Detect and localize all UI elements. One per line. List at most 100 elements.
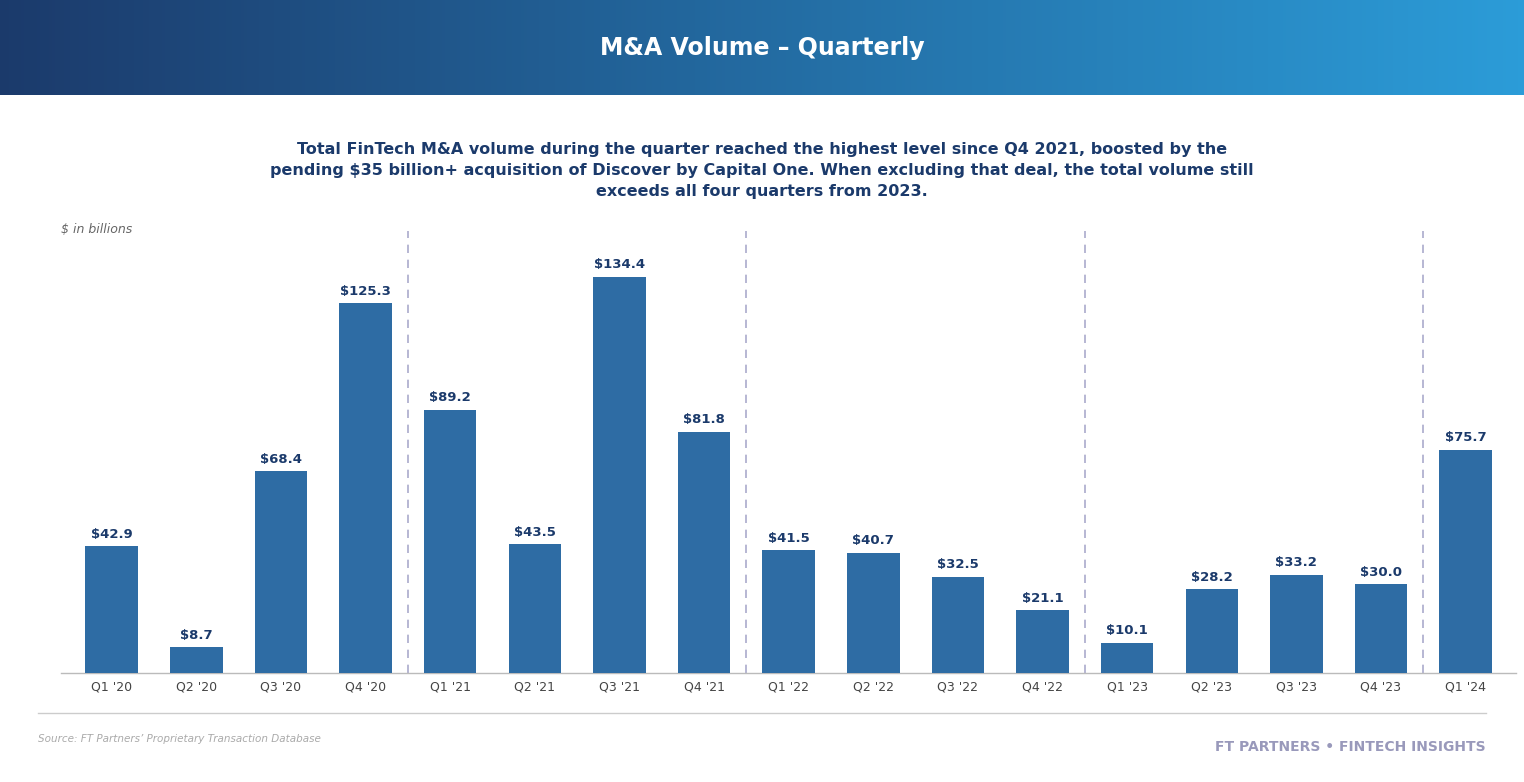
Bar [424, 410, 477, 673]
Bar [283, 0, 288, 95]
Bar [652, 0, 657, 95]
Bar [969, 0, 974, 95]
Bar [802, 0, 806, 95]
Bar [908, 0, 913, 95]
Bar [509, 0, 514, 95]
Bar [683, 0, 687, 95]
Bar [850, 0, 855, 95]
Bar [1423, 0, 1428, 95]
Bar [1439, 0, 1443, 95]
Bar [1472, 0, 1477, 95]
Bar [439, 0, 443, 95]
Bar [1173, 0, 1178, 95]
Bar [622, 0, 626, 95]
Bar [451, 0, 456, 95]
Bar [1024, 0, 1029, 95]
Bar [165, 0, 169, 95]
Bar [30, 0, 35, 95]
Bar [411, 0, 416, 95]
Bar [1475, 0, 1480, 95]
Bar [762, 0, 767, 95]
Bar [52, 0, 56, 95]
Bar [1460, 0, 1465, 95]
Bar [1292, 0, 1297, 95]
Bar [939, 0, 943, 95]
Bar [241, 0, 245, 95]
Bar [1146, 0, 1151, 95]
Bar [792, 0, 797, 95]
Bar [658, 0, 663, 95]
Bar [204, 0, 209, 95]
Bar [171, 647, 223, 673]
Bar [1375, 0, 1379, 95]
Bar [1408, 0, 1413, 95]
Bar [521, 0, 526, 95]
Bar [972, 0, 977, 95]
Bar [49, 0, 53, 95]
Bar [1100, 0, 1105, 95]
Bar [18, 0, 23, 95]
Bar [695, 0, 700, 95]
Bar [924, 0, 928, 95]
Bar [1155, 0, 1160, 95]
Bar [290, 0, 294, 95]
Bar [1195, 0, 1199, 95]
Bar [64, 0, 69, 95]
Bar [728, 0, 733, 95]
Text: $8.7: $8.7 [180, 629, 213, 641]
Bar [357, 0, 361, 95]
Bar [905, 0, 910, 95]
Bar [1088, 0, 1093, 95]
Bar [1039, 0, 1044, 95]
Bar [713, 0, 718, 95]
Bar [835, 0, 840, 95]
Bar [549, 0, 553, 95]
Bar [1021, 0, 1026, 95]
Bar [701, 0, 706, 95]
Bar [180, 0, 184, 95]
Bar [799, 0, 803, 95]
Text: $33.2: $33.2 [1276, 557, 1317, 569]
Bar [1137, 0, 1141, 95]
Bar [600, 0, 605, 95]
Bar [1512, 0, 1516, 95]
Bar [677, 0, 681, 95]
Bar [917, 0, 922, 95]
Bar [12, 0, 17, 95]
Bar [1231, 0, 1236, 95]
Bar [265, 0, 270, 95]
Bar [1106, 0, 1111, 95]
Bar [1030, 0, 1035, 95]
Bar [1140, 0, 1145, 95]
Bar [875, 0, 879, 95]
Bar [920, 0, 925, 95]
Bar [216, 0, 221, 95]
Bar [1134, 0, 1138, 95]
Bar [841, 0, 846, 95]
Bar [433, 0, 437, 95]
Bar [1332, 0, 1337, 95]
Bar [162, 0, 166, 95]
Bar [320, 0, 325, 95]
Text: $30.0: $30.0 [1359, 566, 1402, 579]
Bar [698, 0, 703, 95]
Bar [1298, 0, 1303, 95]
Bar [1295, 0, 1300, 95]
Bar [1396, 0, 1401, 95]
Bar [759, 0, 764, 95]
Bar [762, 551, 815, 673]
Bar [637, 0, 642, 95]
Bar [899, 0, 904, 95]
Bar [817, 0, 821, 95]
Bar [235, 0, 239, 95]
Bar [79, 0, 84, 95]
Bar [931, 577, 985, 673]
Text: $10.1: $10.1 [1106, 625, 1148, 637]
Bar [1265, 0, 1269, 95]
Bar [113, 0, 117, 95]
Bar [1091, 0, 1096, 95]
Bar [692, 0, 696, 95]
Bar [753, 0, 757, 95]
Bar [1356, 0, 1361, 95]
Bar [1164, 0, 1169, 95]
